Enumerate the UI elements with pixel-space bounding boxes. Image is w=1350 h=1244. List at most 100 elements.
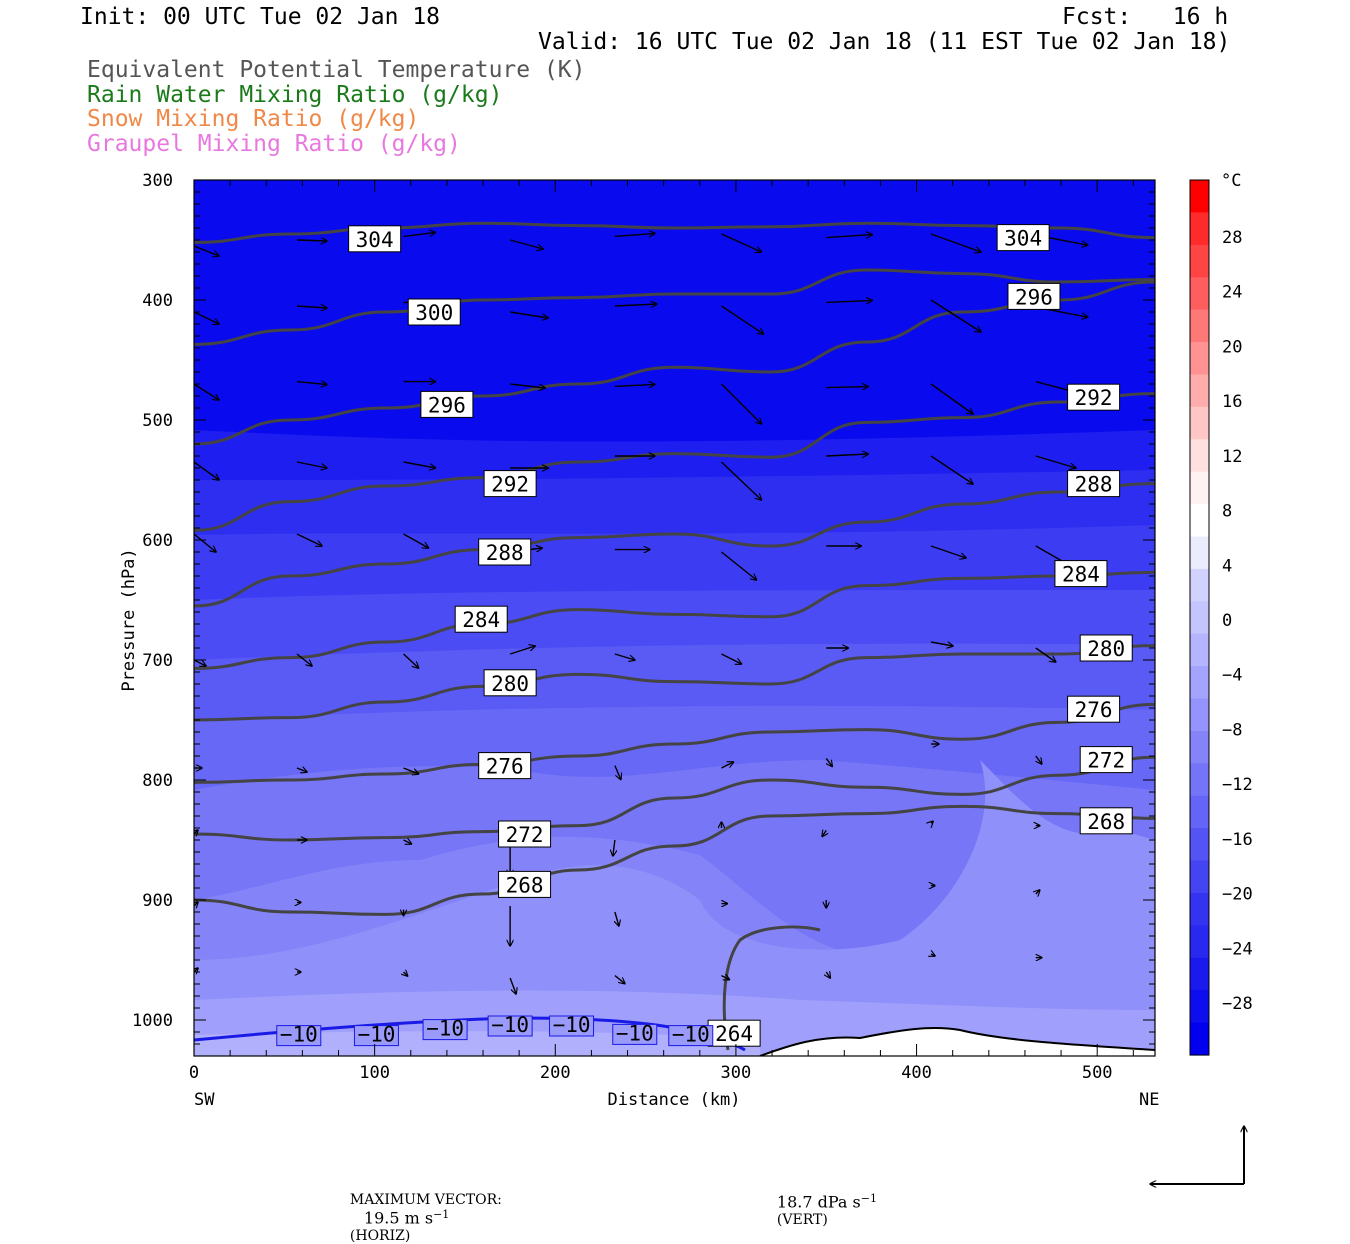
y-tick-label: 700 xyxy=(142,651,173,671)
forecast-hour: Fcst: 16 h xyxy=(1062,4,1229,30)
wind-vector xyxy=(614,233,655,236)
contour-label-minus10: −10 xyxy=(549,1013,595,1037)
contour-label-minus10: −10 xyxy=(668,1023,714,1047)
legend-rain-water: Rain Water Mixing Ratio (g/kg) xyxy=(87,82,503,108)
contour-label-text: −10 xyxy=(672,1023,710,1047)
contour-label-text: −10 xyxy=(616,1021,654,1045)
contour-label-text: 284 xyxy=(462,608,500,632)
contour-label-box xyxy=(348,225,402,253)
wind-vector xyxy=(1035,647,1056,662)
x-tick-label: 100 xyxy=(359,1063,390,1083)
colorbar-label: −24 xyxy=(1222,939,1253,959)
contour-label-box xyxy=(487,1015,533,1037)
wind-vector xyxy=(721,233,761,252)
contour-label-box xyxy=(353,1025,399,1047)
wind-vector xyxy=(614,653,635,660)
contour-label-text: −10 xyxy=(357,1023,395,1047)
max-vector-vert-exponent: −1 xyxy=(860,1192,877,1205)
y-tick-label: 400 xyxy=(142,291,173,311)
contour-label-box xyxy=(276,1025,322,1047)
colorbar-swatch xyxy=(1190,277,1209,311)
wind-vector xyxy=(509,646,535,655)
wind-vector xyxy=(826,972,830,978)
contour-label-box xyxy=(498,820,552,848)
colorbar-label: −28 xyxy=(1222,994,1253,1014)
colorbar-label: −8 xyxy=(1222,720,1242,740)
contour-label-text: 300 xyxy=(415,301,453,325)
contour-label-296: 296 xyxy=(420,390,474,418)
y-tick-label: 800 xyxy=(142,771,173,791)
contour-label-text: 268 xyxy=(1087,810,1125,834)
contour-label-292: 292 xyxy=(1067,383,1121,411)
contour-label-box xyxy=(478,538,532,566)
max-vector-vert-tag: (VERT) xyxy=(776,1211,828,1228)
wind-vectors xyxy=(194,232,1088,994)
contour-label-text: 284 xyxy=(1062,563,1100,587)
contour-264 xyxy=(722,925,821,1051)
x-axis-title: Distance (km) xyxy=(607,1090,740,1110)
contour-label-box xyxy=(1079,634,1133,662)
colorbar-swatch xyxy=(1190,633,1209,667)
contour-label-text: 292 xyxy=(1075,386,1113,410)
contour-label-box xyxy=(1067,695,1121,723)
contour-label-text: 296 xyxy=(428,393,466,417)
y-tick-label: 1000 xyxy=(132,1011,173,1031)
contour-line-268 xyxy=(194,804,1155,916)
wind-vector xyxy=(194,461,219,480)
contour-label-296: 296 xyxy=(1007,282,1061,310)
wind-vector xyxy=(194,902,198,906)
wind-vector xyxy=(403,533,429,548)
contour-label-text: −10 xyxy=(280,1023,318,1047)
colorbar-swatch xyxy=(1190,698,1209,732)
contour-label-minus10: −10 xyxy=(422,1017,468,1041)
wind-vector xyxy=(296,306,327,308)
wind-vector xyxy=(721,653,741,664)
wind-vector xyxy=(721,551,756,580)
contour-label-minus10: −10 xyxy=(612,1021,658,1045)
contour-label-280: 280 xyxy=(483,669,537,697)
contour-label-text: 268 xyxy=(506,873,544,897)
contour-line-280 xyxy=(194,644,1155,722)
contour-label-minus10: −10 xyxy=(353,1023,399,1047)
max-vector-vert-value: 18.7 dPa s xyxy=(776,1192,861,1212)
colorbar-label: −4 xyxy=(1222,666,1242,686)
colorbar-swatch xyxy=(1190,568,1209,602)
wind-vector xyxy=(194,245,219,256)
wind-vector xyxy=(930,383,973,414)
y-tick-label: 600 xyxy=(142,531,173,551)
colorbar-swatch xyxy=(1190,601,1209,635)
max-vector-note: MAXIMUM VECTOR: 19.5 m s−1 (HORIZ) xyxy=(341,1176,502,1244)
distance-axis: 0 100 200 300 400 500 xyxy=(189,180,1134,1083)
x-right-end-label: NE xyxy=(1139,1090,1159,1110)
x-tick-label: 0 xyxy=(189,1063,199,1083)
wind-vector xyxy=(826,387,868,388)
colorbar-label: 12 xyxy=(1222,447,1242,467)
contour-label-box xyxy=(483,669,537,697)
contour-line-284 xyxy=(194,570,1155,670)
colorbar-swatch xyxy=(1190,957,1209,991)
contour-label-text: 292 xyxy=(491,473,529,497)
colorbar-label: 0 xyxy=(1222,611,1232,631)
contour-label-text: 304 xyxy=(356,228,394,252)
contour-label-box xyxy=(668,1025,714,1047)
contour-label-box xyxy=(420,390,474,418)
contour-label-280: 280 xyxy=(1079,634,1133,662)
colorbar-swatch xyxy=(1190,925,1209,959)
y-tick-label: 500 xyxy=(142,411,173,431)
colorbar-label: −20 xyxy=(1222,885,1253,905)
colorbar-swatch xyxy=(1190,828,1209,862)
wind-vector xyxy=(404,972,408,976)
contour-label-box xyxy=(483,470,537,498)
colorbar-swatch xyxy=(1190,860,1209,894)
wind-vector xyxy=(509,977,516,994)
colorbar-swatch xyxy=(1190,536,1209,570)
colorbar-label: 4 xyxy=(1222,556,1232,576)
contour-label-text: 272 xyxy=(506,823,544,847)
max-vector-horiz-value: 19.5 m s xyxy=(363,1208,434,1228)
wind-vector xyxy=(510,311,548,318)
wind-vector xyxy=(930,233,981,252)
wind-vector xyxy=(931,821,933,823)
wind-vector xyxy=(403,767,419,774)
wind-vector xyxy=(510,383,545,388)
colorbar-swatch xyxy=(1190,1022,1209,1056)
